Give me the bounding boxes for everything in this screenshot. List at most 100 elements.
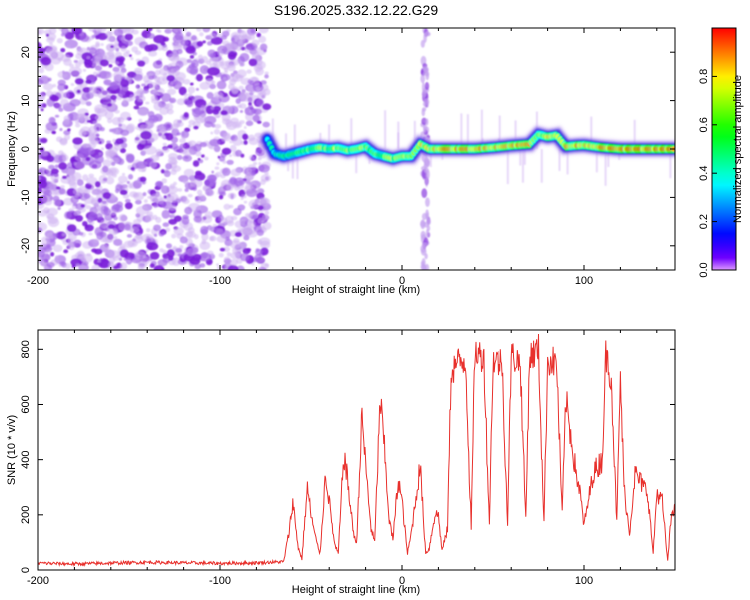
noise-blob [45,249,52,254]
noise-blob [169,97,177,104]
noise-blob [72,188,84,196]
noise-blob [153,203,158,208]
noise-blob [207,66,220,76]
noise-blob [245,120,254,127]
y-tick-label: 20 [20,46,32,58]
noise-blob [152,60,163,69]
noise-blob [111,117,121,126]
noise-blob [133,105,140,110]
noise-blob [38,75,50,85]
noise-blob [114,109,120,114]
noise-blob [255,67,265,76]
streak-blob [420,39,425,48]
noise-blob [209,235,217,242]
noise-blob [224,70,229,74]
colorbar-tick-label: 0.0 [698,262,710,277]
noise-blob [119,262,128,270]
noise-blob [63,84,67,88]
noise-blob [149,160,158,169]
noise-blob [262,121,270,128]
noise-blob [260,174,272,183]
noise-blob [119,189,128,196]
noise-blob [221,167,231,177]
noise-blob [183,93,189,97]
noise-blob [78,207,86,213]
noise-blob [251,171,256,177]
noise-blob [246,248,252,252]
noise-blob [200,154,205,158]
noise-blob [144,44,154,52]
noise-blob [125,153,135,163]
noise-blob [54,255,59,259]
noise-blob [88,136,99,144]
noise-blob [169,183,176,190]
noise-blob [145,249,149,253]
snr-ticks: -200 -100 0 100 0 200 400 600 800 [20,330,675,587]
noise-blob [107,50,115,57]
noise-blob [175,198,182,204]
noise-blob [183,112,189,118]
noise-blob [169,28,179,33]
noise-blob [258,164,270,173]
noise-blob [54,164,59,169]
noise-blob [140,130,152,140]
noise-blob [85,205,92,210]
noise-blob [204,189,215,196]
noise-blob [145,214,154,222]
noise-blob [115,184,124,192]
noise-blob [97,204,105,211]
noise-blob [74,161,86,170]
noise-blob [232,137,243,146]
noise-blob [143,145,157,155]
noise-blob [107,261,114,269]
noise-blob [196,28,202,32]
noise-blob [211,170,215,174]
noise-blob [68,208,74,213]
noise-blob [133,218,141,225]
noise-blob [114,61,120,65]
noise-blob [230,168,241,177]
noise-blob [118,75,123,79]
streak-blob [425,118,429,126]
noise-blob [191,108,202,118]
noise-blob [180,63,184,67]
x-tick-label: -100 [209,275,231,287]
noise-blob [257,217,265,224]
noise-blob [199,32,204,37]
noise-blob [73,210,80,216]
noise-blob [195,170,202,176]
noise-blob [248,58,258,67]
noise-blob [102,165,109,173]
noise-blob [238,241,248,249]
noise-blob [171,198,177,204]
noise-blob [88,133,94,139]
noise-blob [175,248,183,253]
noise-blob [258,266,267,270]
noise-blob [97,90,112,100]
noise-blob [60,185,65,189]
noise-blob [120,46,127,52]
streak-blob [420,230,426,240]
snr-ylabel: SNR (10 * v/v) [6,415,18,485]
noise-blob [67,238,74,244]
noise-blob [73,161,77,166]
noise-blob [52,244,63,253]
noise-blob [229,140,234,144]
noise-blob [63,92,70,99]
noise-blob [66,45,71,49]
noise-blob [247,175,254,181]
noise-blob [125,40,133,47]
noise-blob [88,160,102,170]
noise-blob [196,189,203,196]
streak-blob [423,66,429,73]
y-tick-label: -20 [20,238,32,254]
noise-blob [124,33,133,41]
y-tick-label: 400 [20,450,32,468]
noise-blob [96,213,103,220]
noise-blob [67,128,71,132]
noise-blob [258,28,269,34]
noise-blob [218,252,224,258]
noise-blob [167,53,176,61]
noise-blob [104,110,114,120]
